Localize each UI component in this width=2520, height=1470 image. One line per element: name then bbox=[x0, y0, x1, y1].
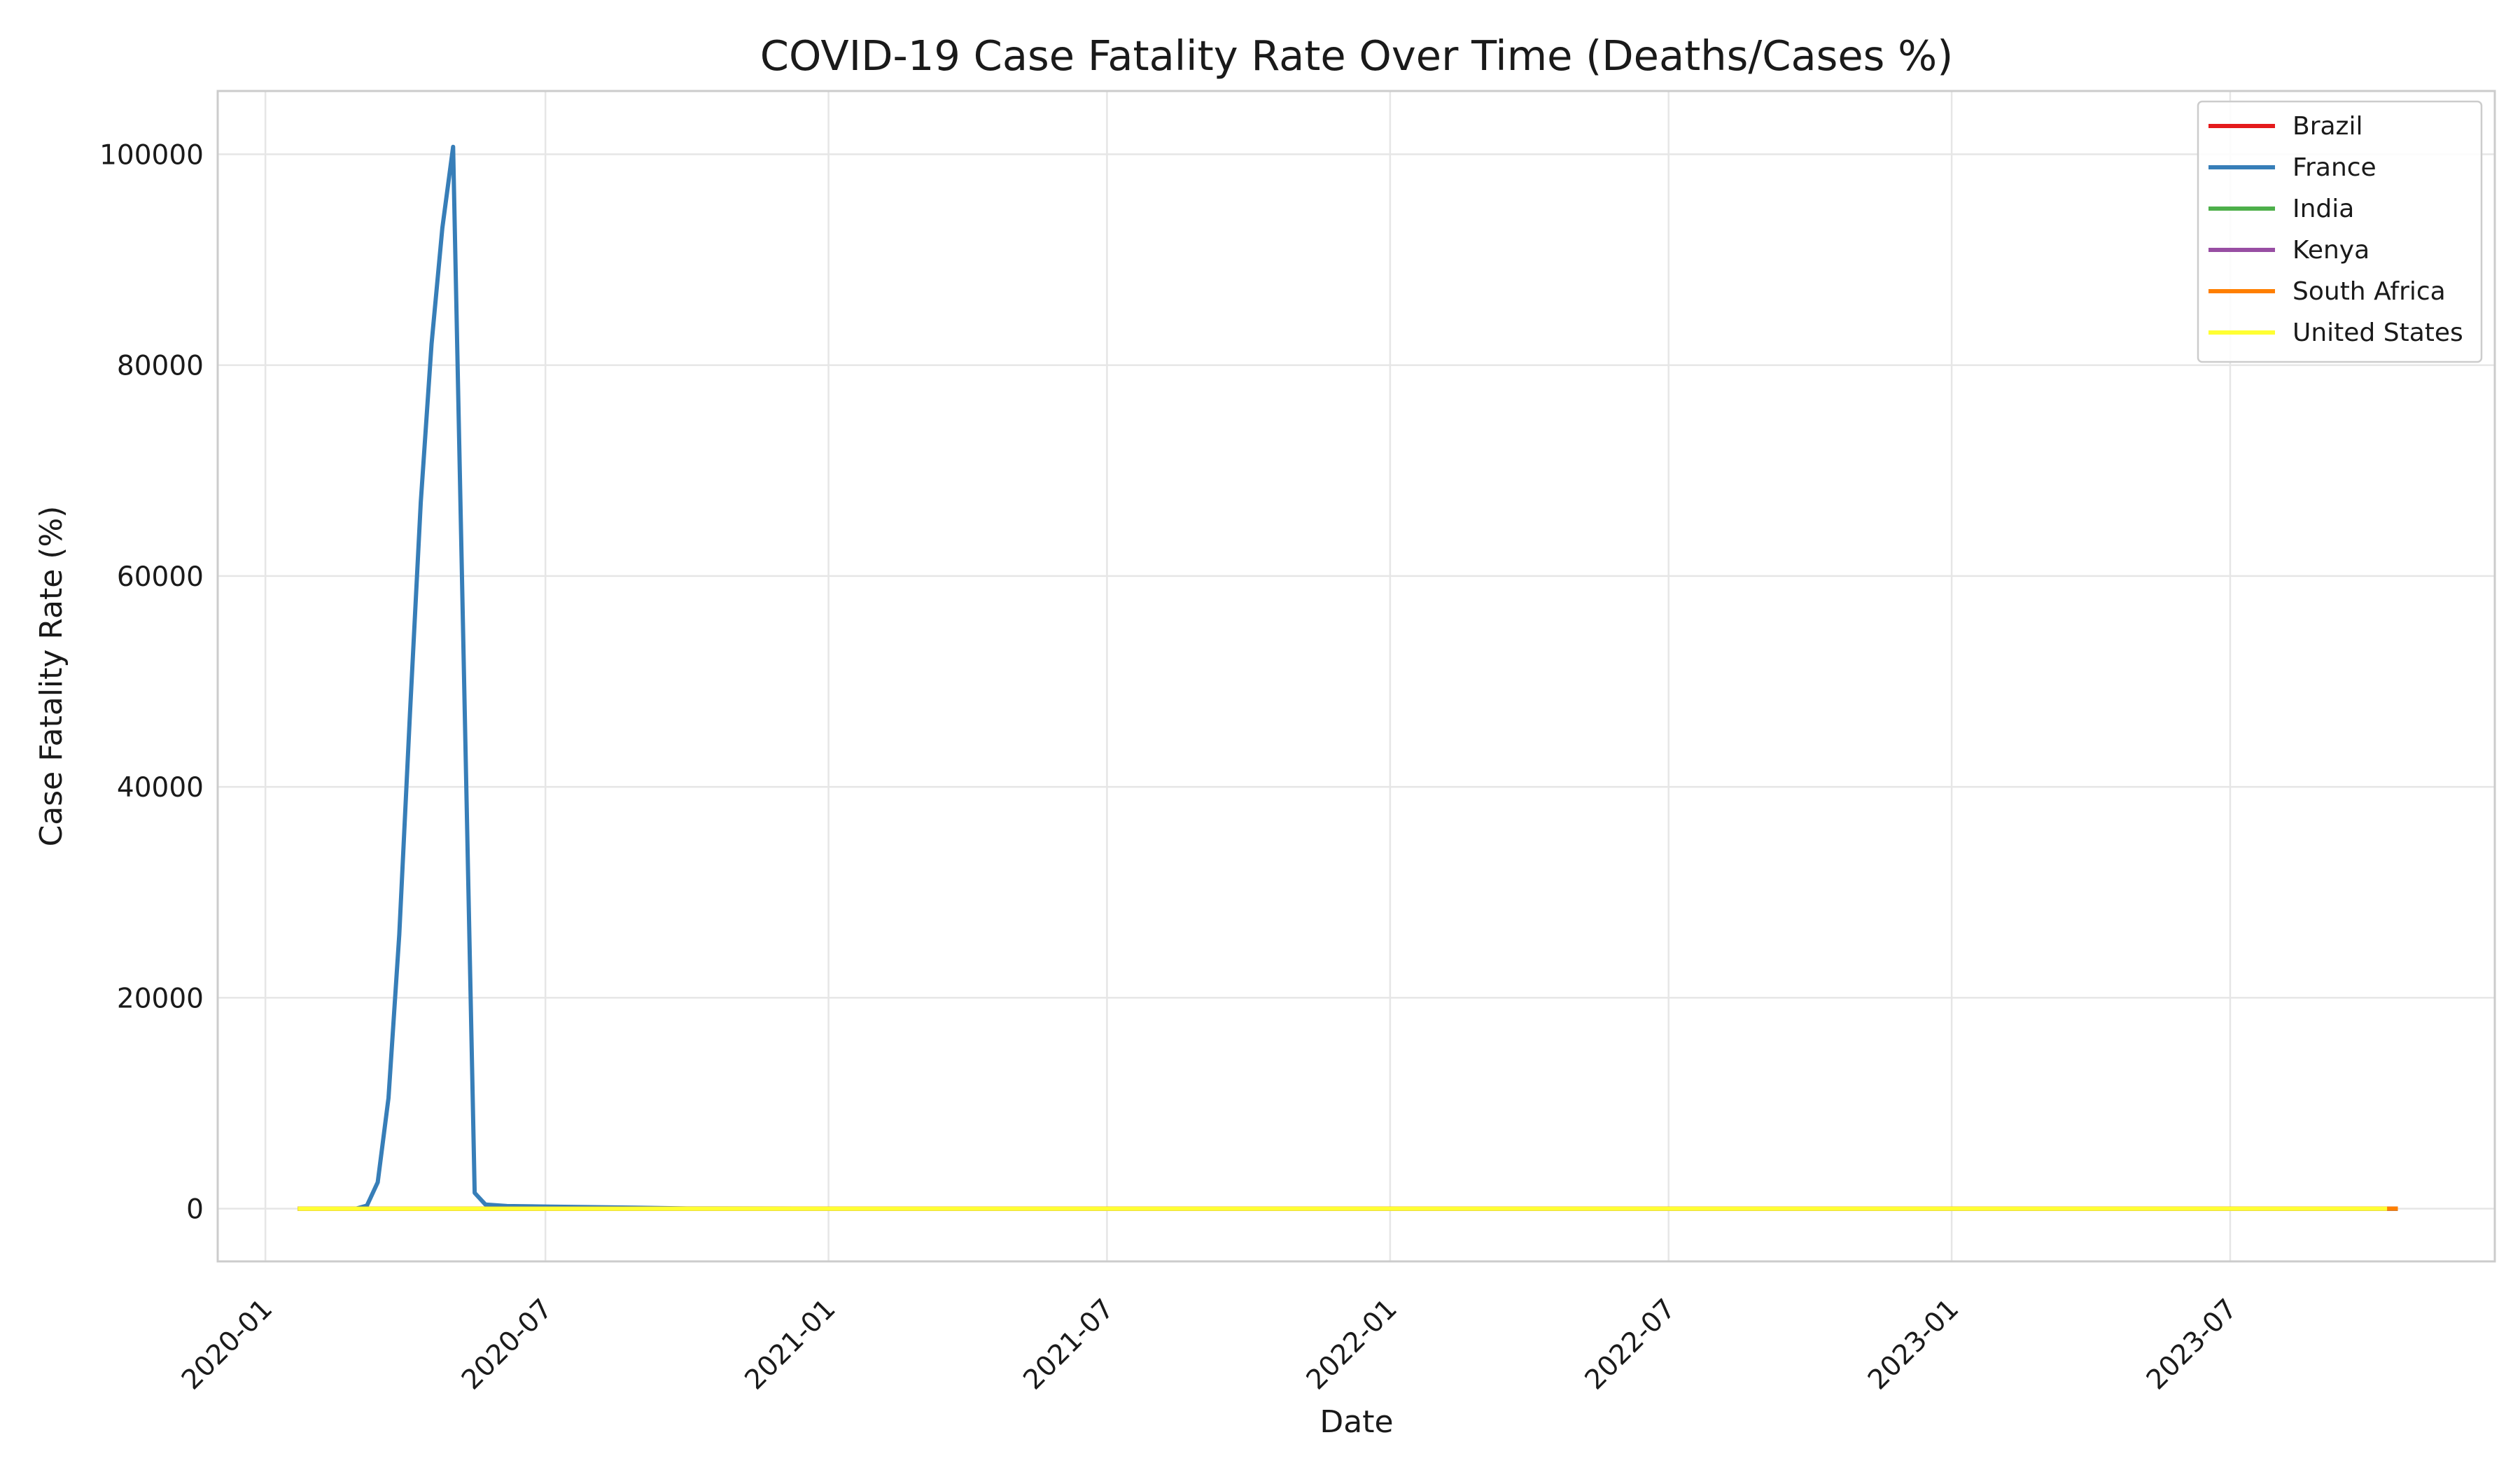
y-tick-label: 40000 bbox=[117, 772, 204, 804]
chart-title: COVID-19 Case Fatality Rate Over Time (D… bbox=[760, 31, 1953, 80]
legend-label: Brazil bbox=[2292, 112, 2362, 141]
y-tick-label: 60000 bbox=[117, 561, 204, 593]
y-tick-label: 80000 bbox=[117, 351, 204, 382]
legend-label: South Africa bbox=[2292, 277, 2446, 306]
legend-label: United States bbox=[2292, 318, 2463, 347]
y-tick-label: 20000 bbox=[117, 983, 204, 1014]
gridlines bbox=[218, 91, 2495, 1261]
legend-label: France bbox=[2292, 153, 2376, 182]
y-tick-label: 100000 bbox=[99, 139, 204, 171]
legend: Brazil France India Kenya South Africa United… bbox=[2197, 100, 2483, 363]
plot-frame bbox=[216, 90, 2496, 1263]
legend-label: Kenya bbox=[2292, 236, 2370, 265]
series-lines bbox=[298, 144, 2398, 1211]
y-axis-label: Case Fatality Rate (%) bbox=[34, 506, 69, 847]
legend-label: India bbox=[2292, 195, 2354, 223]
y-tick-label: 0 bbox=[186, 1194, 204, 1226]
x-axis-label: Date bbox=[1320, 1404, 1393, 1440]
